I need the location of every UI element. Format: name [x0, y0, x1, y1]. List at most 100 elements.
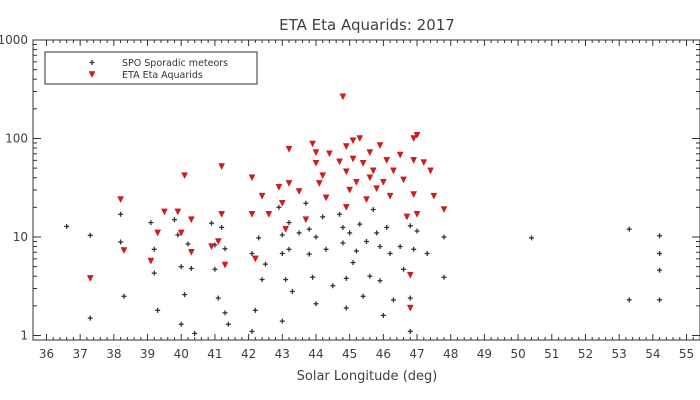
y-tick-label: 100: [5, 131, 28, 145]
sporadic-meteor-point: [411, 246, 417, 252]
eta-aquarid-point: [214, 238, 222, 246]
eta-aquarid-point: [390, 167, 397, 175]
eta-aquarid-point: [208, 243, 215, 251]
eta-aquarid-point: [346, 186, 354, 194]
eta-aquarid-point: [386, 192, 394, 200]
sporadic-meteor-point: [657, 250, 663, 256]
sporadic-meteor-point: [347, 230, 353, 236]
x-tick-label: 41: [207, 347, 222, 361]
sporadic-meteor-point: [407, 328, 413, 334]
sporadic-meteor-point: [212, 266, 218, 272]
sporadic-meteor-point: [370, 207, 376, 213]
sporadic-meteor-point: [178, 321, 184, 327]
y-tick-label: 1: [20, 328, 28, 342]
sporadic-meteor-point: [249, 328, 255, 334]
sporadic-meteor-point: [262, 261, 268, 267]
sporadic-meteor-point: [441, 234, 447, 240]
x-tick-label: 54: [645, 347, 660, 361]
sporadic-meteor-point: [249, 250, 255, 256]
eta-aquarid-point: [177, 229, 185, 237]
sporadic-meteor-point: [387, 250, 393, 256]
eta-aquarid-point: [285, 180, 293, 187]
eta-aquarid-point: [349, 155, 357, 163]
sporadic-meteor-point: [377, 278, 383, 284]
sporadic-meteor-point: [256, 235, 262, 241]
eta-aquarid-point: [410, 191, 418, 199]
sporadic-meteor-point: [401, 266, 407, 272]
eta-aquarid-point: [218, 163, 226, 171]
sporadic-meteor-point: [353, 248, 359, 254]
eta-aquarid-point: [265, 211, 273, 218]
sporadic-meteor-point: [380, 312, 386, 318]
sporadic-meteor-point: [384, 224, 390, 230]
sporadic-meteor-point: [657, 297, 663, 303]
eta-aquarid-point: [359, 160, 367, 167]
x-tick-label: 52: [578, 347, 593, 361]
sporadic-meteor-point: [185, 241, 191, 247]
eta-aquarid-point: [282, 225, 290, 233]
eta-aquarid-point: [218, 211, 226, 218]
eta-aquarid-point: [181, 172, 188, 180]
sporadic-meteor-point: [364, 239, 369, 245]
sporadic-meteor-point: [121, 293, 127, 299]
eta-aquarid-point: [339, 93, 347, 101]
eta-aquarid-point: [420, 159, 428, 167]
eta-aquarid-point: [366, 174, 374, 182]
eta-aquarid-point: [275, 183, 283, 191]
eta-aquarid-point: [379, 178, 387, 186]
eta-aquarid-point: [187, 216, 195, 224]
sporadic-meteor-point: [215, 295, 221, 301]
sporadic-meteor-point: [340, 224, 346, 230]
sporadic-meteor-point: [182, 292, 188, 298]
sporadic-meteor-point: [323, 246, 329, 252]
eta-aquarid-point: [278, 200, 286, 207]
x-tick-label: 55: [679, 347, 694, 361]
sporadic-meteor-point: [87, 232, 93, 238]
x-tick-label: 38: [106, 347, 121, 361]
sporadic-meteor-point: [397, 244, 403, 250]
sporadic-meteor-point: [151, 270, 157, 276]
eta-aquarid-point: [342, 143, 350, 151]
sporadic-meteor-point: [259, 277, 265, 283]
y-tick-label: 10: [13, 230, 28, 244]
legend: SPO Sporadic meteors ETA Eta Aquarids: [44, 51, 258, 85]
legend-marker-eta-aquarids: [88, 71, 96, 79]
sporadic-meteor-point: [225, 321, 231, 327]
sporadic-meteor-point: [155, 307, 161, 313]
x-tick-label: 37: [73, 347, 88, 361]
eta-aquarid-point: [309, 140, 317, 148]
eta-aquarid-point: [285, 145, 293, 153]
eta-aquarid-point: [326, 150, 333, 158]
eta-aquarid-point: [413, 131, 421, 139]
eta-aquarid-point: [369, 167, 377, 175]
x-tick-label: 44: [308, 347, 323, 361]
axes: 36 37 38 39 40 41 42 43 44 45 46 47 48 49 50 51 52 53 54 55…: [0, 33, 700, 361]
x-tick-label: 48: [443, 347, 458, 361]
sporadic-meteor-point: [286, 220, 292, 226]
eta-aquarid-point: [147, 257, 155, 265]
sporadic-meteor-point: [279, 318, 285, 324]
data-points: [64, 93, 663, 336]
sporadic-meteor-point: [626, 297, 632, 303]
x-tick-label: 53: [612, 347, 627, 361]
x-axis-label: Solar Longitude (deg): [297, 369, 438, 384]
eta-aquarid-point: [312, 149, 320, 157]
eta-aquarid-point: [86, 275, 94, 282]
sporadic-meteor-point: [657, 233, 663, 239]
x-tick-label: 43: [275, 347, 290, 361]
legend-marker-sporadic: [89, 60, 95, 65]
sporadic-meteor-point: [424, 250, 430, 256]
eta-aquarid-point: [410, 135, 418, 143]
eta-aquarid-point: [352, 178, 360, 186]
eta-aquarid-point: [406, 271, 414, 279]
eta-aquarid-point: [413, 211, 421, 218]
sporadic-meteor-point: [657, 267, 663, 273]
sporadic-meteor-point: [313, 301, 319, 307]
legend-triangle-icon: [88, 71, 96, 79]
eta-aquarid-point: [349, 137, 357, 145]
sporadic-meteor-point: [320, 214, 326, 220]
sporadic-meteor-point: [340, 240, 346, 246]
sporadic-meteor-point: [222, 310, 228, 316]
eta-aquarid-point: [376, 142, 384, 150]
eta-aquarid-point: [440, 206, 448, 214]
